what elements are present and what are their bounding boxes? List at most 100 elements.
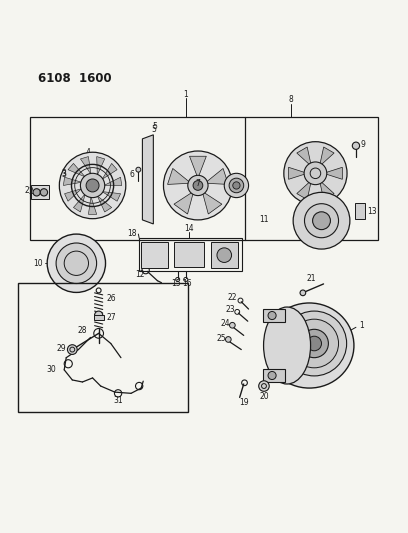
Text: 10: 10 bbox=[33, 259, 43, 268]
Circle shape bbox=[95, 311, 103, 319]
Circle shape bbox=[268, 311, 276, 320]
Text: 13: 13 bbox=[367, 207, 377, 216]
Bar bbox=[141, 242, 168, 268]
Polygon shape bbox=[205, 168, 228, 184]
Text: 30: 30 bbox=[47, 365, 56, 374]
Circle shape bbox=[304, 204, 339, 238]
Circle shape bbox=[217, 248, 232, 262]
Bar bbox=[355, 203, 365, 219]
Circle shape bbox=[193, 181, 203, 190]
Circle shape bbox=[56, 243, 97, 284]
Circle shape bbox=[40, 189, 48, 196]
Text: 3: 3 bbox=[62, 169, 67, 179]
Circle shape bbox=[80, 173, 105, 198]
Text: 26: 26 bbox=[107, 294, 116, 303]
Text: 7: 7 bbox=[195, 179, 200, 188]
Bar bbox=[174, 242, 204, 268]
Circle shape bbox=[230, 322, 235, 328]
Circle shape bbox=[188, 175, 208, 196]
Text: 8: 8 bbox=[289, 95, 293, 104]
Bar bbox=[263, 309, 285, 322]
Text: 6108  1600: 6108 1600 bbox=[38, 71, 111, 85]
Polygon shape bbox=[63, 177, 82, 185]
Text: 20: 20 bbox=[259, 392, 269, 401]
Circle shape bbox=[136, 167, 141, 172]
Polygon shape bbox=[202, 191, 222, 214]
Text: 15: 15 bbox=[171, 279, 180, 288]
Text: 23: 23 bbox=[226, 305, 235, 314]
Polygon shape bbox=[297, 180, 311, 199]
Circle shape bbox=[307, 336, 322, 351]
Circle shape bbox=[86, 155, 91, 160]
Circle shape bbox=[268, 372, 276, 379]
Text: 19: 19 bbox=[239, 398, 248, 407]
Circle shape bbox=[164, 151, 233, 220]
Text: 27: 27 bbox=[107, 313, 116, 321]
Text: 22: 22 bbox=[228, 293, 237, 302]
Bar bbox=[139, 238, 242, 271]
Circle shape bbox=[304, 162, 327, 184]
Text: 5: 5 bbox=[152, 122, 157, 131]
Text: 4: 4 bbox=[86, 148, 91, 157]
Text: 28: 28 bbox=[78, 326, 87, 335]
Bar bbox=[263, 369, 285, 382]
Circle shape bbox=[313, 212, 330, 230]
Polygon shape bbox=[97, 196, 112, 212]
Text: 29: 29 bbox=[57, 344, 66, 353]
Text: 12: 12 bbox=[135, 270, 144, 279]
Text: 14: 14 bbox=[184, 223, 193, 232]
Circle shape bbox=[293, 192, 350, 249]
Text: 2: 2 bbox=[24, 186, 29, 195]
Bar bbox=[31, 184, 49, 199]
Circle shape bbox=[64, 251, 89, 276]
Polygon shape bbox=[89, 197, 97, 214]
Bar bbox=[211, 242, 237, 268]
Polygon shape bbox=[288, 167, 307, 179]
Text: 1: 1 bbox=[359, 321, 364, 330]
Polygon shape bbox=[297, 147, 311, 166]
Circle shape bbox=[284, 142, 347, 205]
Text: 25: 25 bbox=[217, 334, 226, 343]
Polygon shape bbox=[102, 164, 117, 179]
Polygon shape bbox=[142, 135, 153, 224]
Circle shape bbox=[226, 337, 231, 342]
Polygon shape bbox=[102, 191, 120, 201]
Polygon shape bbox=[97, 157, 105, 175]
Polygon shape bbox=[319, 147, 334, 166]
Circle shape bbox=[68, 172, 74, 178]
Polygon shape bbox=[80, 157, 91, 174]
Text: 1: 1 bbox=[183, 90, 188, 99]
Ellipse shape bbox=[264, 307, 310, 384]
Bar bbox=[94, 314, 104, 320]
Circle shape bbox=[67, 345, 77, 354]
Text: 31: 31 bbox=[113, 395, 123, 405]
Text: 2: 2 bbox=[28, 187, 33, 196]
Polygon shape bbox=[64, 189, 82, 201]
Text: 6: 6 bbox=[130, 169, 135, 179]
Polygon shape bbox=[68, 164, 85, 177]
Circle shape bbox=[86, 179, 99, 192]
Polygon shape bbox=[174, 191, 194, 214]
Text: 16: 16 bbox=[182, 279, 192, 288]
Circle shape bbox=[282, 311, 347, 376]
Text: 9: 9 bbox=[360, 140, 365, 149]
Circle shape bbox=[353, 142, 359, 149]
Circle shape bbox=[233, 182, 240, 189]
Polygon shape bbox=[190, 156, 206, 178]
Circle shape bbox=[59, 152, 126, 219]
Circle shape bbox=[33, 189, 40, 196]
Bar bbox=[18, 282, 188, 413]
Polygon shape bbox=[168, 168, 191, 184]
Text: 21: 21 bbox=[307, 274, 316, 283]
Ellipse shape bbox=[265, 303, 354, 388]
Text: 24: 24 bbox=[221, 319, 231, 328]
Text: 18: 18 bbox=[128, 229, 137, 238]
Polygon shape bbox=[324, 167, 342, 179]
Circle shape bbox=[229, 178, 244, 193]
Bar bbox=[30, 117, 378, 240]
Circle shape bbox=[224, 173, 248, 198]
Text: 5: 5 bbox=[151, 125, 156, 134]
Polygon shape bbox=[104, 177, 122, 185]
Circle shape bbox=[47, 234, 106, 293]
Polygon shape bbox=[73, 194, 85, 212]
